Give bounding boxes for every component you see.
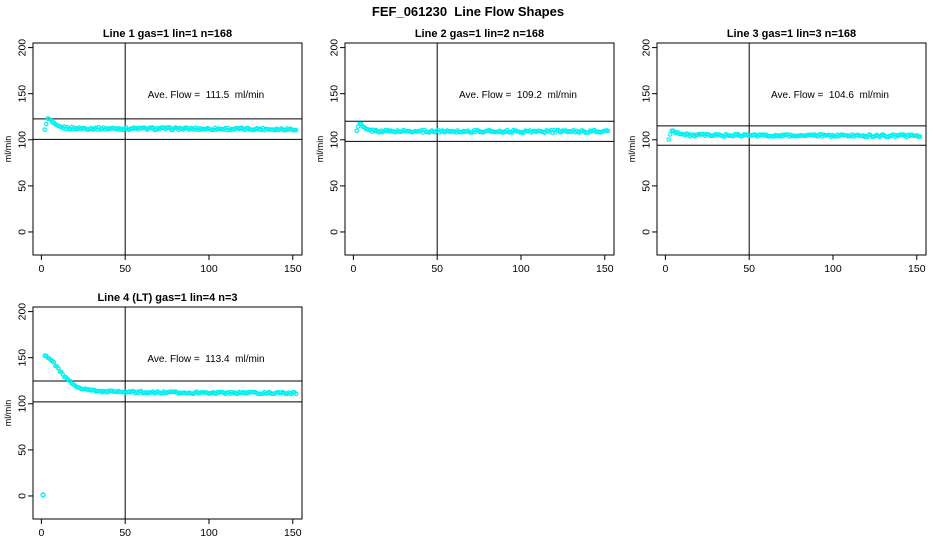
y-axis-label: ml/min (3, 136, 13, 163)
y-tick-label: 150 (17, 85, 29, 103)
x-tick-label: 50 (743, 263, 755, 275)
y-tick-label: 150 (329, 85, 341, 103)
panel-svg: Line 4 (LT) gas=1 lin=4 n=3 0 50 100 150 0 50 1… (3, 292, 303, 539)
x-tick-label: 50 (119, 527, 131, 539)
plot-box (32, 306, 303, 520)
plot-box (656, 42, 927, 256)
y-tick-label: 200 (17, 39, 29, 57)
x-tick-label: 150 (596, 263, 614, 275)
y-axis: 0 50 100 150 200 (17, 39, 33, 235)
reference-lines (33, 380, 302, 403)
y-tick-label: 200 (329, 39, 341, 57)
x-tick-label: 100 (512, 263, 530, 275)
y-tick-label: 100 (641, 131, 653, 149)
data-points (40, 353, 299, 498)
x-tick-label: 150 (284, 263, 302, 275)
avg-flow-annotation: Ave. Flow = 109.2 ml/min (459, 90, 577, 101)
plot-box (344, 42, 615, 256)
x-axis: 0 50 100 150 (350, 255, 614, 275)
x-tick-label: 0 (38, 263, 44, 275)
avg-flow-annotation: Ave. Flow = 104.6 ml/min (771, 90, 889, 101)
y-tick-label: 0 (329, 229, 341, 235)
data-point (917, 134, 923, 139)
data-point (293, 127, 299, 133)
x-axis: 0 50 100 150 (38, 255, 302, 275)
y-axis: 0 50 100 150 200 (17, 303, 33, 499)
panel-title: Line 2 gas=1 lin=2 n=168 (415, 28, 544, 40)
y-tick-label: 200 (17, 303, 29, 321)
data-point (605, 128, 611, 134)
x-tick-label: 0 (662, 263, 668, 275)
x-tick-label: 150 (908, 263, 926, 275)
data-point (666, 137, 672, 142)
data-point (354, 128, 360, 134)
y-tick-label: 100 (329, 131, 341, 149)
y-tick-label: 100 (17, 395, 29, 413)
x-tick-label: 100 (824, 263, 842, 275)
y-axis: 0 50 100 150 200 (329, 39, 345, 235)
y-tick-label: 100 (17, 131, 29, 149)
plot-box (32, 42, 303, 256)
panel-svg: Line 1 gas=1 lin=1 n=168 0 50 100 150 0 50 100 1… (3, 28, 303, 275)
y-tick-label: 150 (641, 85, 653, 103)
y-tick-label: 50 (17, 444, 29, 456)
panel-4: Line 4 (LT) gas=1 lin=4 n=3 0 50 100 150 0 50 1… (0, 286, 312, 540)
panel-2: Line 2 gas=1 lin=2 n=168 0 50 100 150 0 50 100 1… (312, 22, 624, 280)
y-tick-label: 0 (17, 493, 29, 499)
y-tick-label: 0 (17, 229, 29, 235)
panel-svg: Line 2 gas=1 lin=2 n=168 0 50 100 150 0 50 100 1… (315, 28, 615, 275)
x-axis: 0 50 100 150 (38, 519, 302, 539)
panel-title: Line 1 gas=1 lin=1 n=168 (103, 28, 232, 40)
data-points (354, 121, 611, 136)
avg-flow-annotation: Ave. Flow = 113.4 ml/min (147, 354, 264, 365)
data-points (42, 116, 299, 133)
reference-lines (345, 120, 614, 142)
panel-3: Line 3 gas=1 lin=3 n=168 0 50 100 150 0 50 100 1… (624, 22, 936, 280)
data-points (666, 128, 923, 142)
data-point (293, 391, 299, 397)
reference-lines (33, 118, 302, 140)
outlier-point (40, 492, 46, 498)
x-tick-label: 150 (284, 527, 302, 539)
data-point (667, 132, 673, 137)
y-axis: 0 50 100 150 200 (641, 39, 657, 235)
data-point (43, 121, 49, 127)
y-tick-label: 50 (329, 180, 341, 192)
y-axis-label: ml/min (627, 136, 637, 163)
y-axis-label: ml/min (315, 136, 325, 163)
avg-flow-annotation: Ave. Flow = 111.5 ml/min (148, 90, 264, 101)
reference-lines (657, 125, 926, 146)
y-axis-label: ml/min (3, 400, 13, 427)
data-point (51, 359, 57, 365)
x-tick-label: 0 (38, 527, 44, 539)
x-tick-label: 0 (350, 263, 356, 275)
y-tick-label: 200 (641, 39, 653, 57)
panel-title: Line 4 (LT) gas=1 lin=4 n=3 (97, 292, 237, 304)
x-tick-label: 100 (200, 527, 218, 539)
panel-1: Line 1 gas=1 lin=1 n=168 0 50 100 150 0 50 100 1… (0, 22, 312, 280)
y-tick-label: 0 (641, 229, 653, 235)
data-point (42, 127, 48, 133)
x-tick-label: 50 (119, 263, 131, 275)
panel-svg: Line 3 gas=1 lin=3 n=168 0 50 100 150 0 50 100 1… (627, 28, 927, 275)
x-tick-label: 100 (200, 263, 218, 275)
y-tick-label: 50 (17, 180, 29, 192)
x-axis: 0 50 100 150 (662, 255, 926, 275)
y-tick-label: 150 (17, 349, 29, 367)
panel-title: Line 3 gas=1 lin=3 n=168 (727, 28, 856, 40)
y-tick-label: 50 (641, 180, 653, 192)
x-tick-label: 50 (431, 263, 443, 275)
figure-title: FEF_061230 Line Flow Shapes (371, 4, 565, 19)
